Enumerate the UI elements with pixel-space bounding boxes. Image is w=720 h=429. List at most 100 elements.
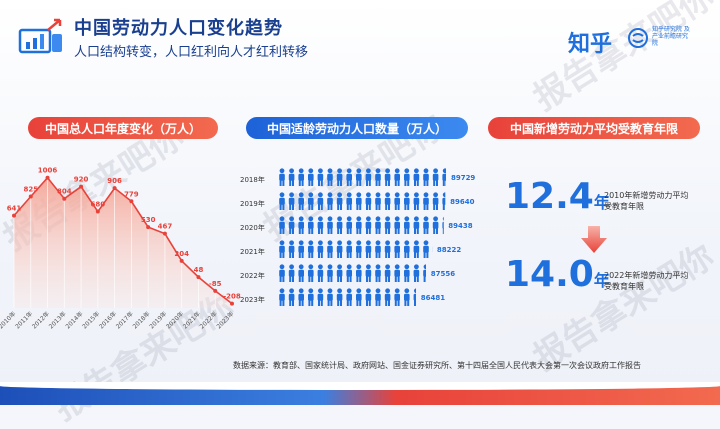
- brand-logo-icon: [628, 28, 648, 48]
- person-icon: [423, 264, 426, 282]
- data-point: [162, 231, 167, 236]
- tick-label: 2020年: [240, 223, 265, 232]
- person-icon: [298, 168, 304, 186]
- person-icon: [279, 264, 285, 282]
- person-icon: [298, 216, 304, 234]
- person-icon: [308, 216, 314, 234]
- education-note-2010: 2010年新增劳动力平均受教育年限: [604, 191, 689, 211]
- person-icon: [375, 216, 381, 234]
- person-icon: [423, 216, 429, 234]
- person-icon: [375, 168, 381, 186]
- brand-name: 知乎: [568, 32, 613, 57]
- data-label: 641: [7, 205, 22, 213]
- person-icon: [317, 168, 324, 186]
- person-icon: [394, 192, 400, 210]
- person-icon: [413, 168, 420, 186]
- person-icon: [394, 264, 400, 282]
- person-icon: [375, 264, 381, 282]
- person-icon: [327, 192, 333, 210]
- labor-force-chart: 2018年 89729 2019年 89640 2020年 89438 2021年 88222…: [240, 168, 475, 306]
- person-icon: [356, 240, 362, 258]
- person-icon: [442, 216, 444, 234]
- person-icon: [384, 168, 391, 186]
- person-icon: [308, 168, 314, 186]
- education-number-2022: 14.0: [505, 254, 594, 295]
- person-icon: [384, 240, 391, 258]
- person-icon: [413, 288, 417, 306]
- chart-logo-icon: [18, 18, 62, 54]
- tick-label: 2023年: [215, 310, 236, 330]
- person-icon: [413, 192, 420, 210]
- person-icon: [298, 192, 304, 210]
- person-icon: [346, 168, 352, 186]
- data-label: 467: [158, 223, 173, 231]
- footer-bar: [0, 386, 720, 405]
- person-icon: [346, 240, 352, 258]
- person-icon: [384, 288, 391, 306]
- data-label: 48: [194, 266, 204, 274]
- person-icon: [317, 264, 324, 282]
- person-icon: [442, 168, 446, 186]
- education-unit-2010: 年: [593, 193, 610, 212]
- person-icon: [346, 264, 352, 282]
- series-line: [13, 176, 233, 305]
- person-icon: [404, 192, 410, 210]
- data-label: 680: [91, 201, 106, 209]
- person-icon: [413, 264, 420, 282]
- section-title-education-years: 中国新增劳动力平均受教育年限: [488, 117, 700, 139]
- person-icon: [432, 192, 439, 210]
- data-label: 86481: [421, 294, 445, 302]
- data-label: 89640: [450, 198, 474, 206]
- person-icon: [423, 192, 429, 210]
- person-icon: [288, 240, 295, 258]
- data-label: 920: [74, 176, 89, 184]
- person-icon: [336, 240, 343, 258]
- tick-label: 2018年: [240, 175, 265, 184]
- person-icon: [375, 288, 381, 306]
- person-icon: [327, 168, 333, 186]
- footer-curve: [0, 382, 720, 390]
- person-icon: [298, 288, 304, 306]
- person-icon: [298, 240, 304, 258]
- person-icon: [432, 168, 439, 186]
- person-icon: [356, 288, 362, 306]
- data-point: [95, 209, 100, 214]
- person-icon: [346, 288, 352, 306]
- person-icon: [423, 240, 429, 258]
- person-icon: [308, 192, 314, 210]
- tick-label: 2021年: [240, 247, 265, 256]
- person-icon: [288, 264, 295, 282]
- person-icon: [404, 168, 410, 186]
- data-label: -208: [223, 293, 241, 301]
- person-icon: [404, 216, 410, 234]
- person-icon: [356, 168, 362, 186]
- area-fill: [14, 177, 232, 308]
- education-number-2010: 12.4: [505, 176, 594, 217]
- person-icon: [327, 216, 333, 234]
- education-value-2010: 12.4年: [505, 176, 610, 217]
- person-icon: [336, 216, 343, 234]
- person-icon: [365, 288, 372, 306]
- total-population-chart: 6412010年8252011年10062012年8042013年9202014…: [0, 167, 241, 330]
- data-point: [62, 196, 67, 201]
- person-icon: [365, 192, 372, 210]
- person-icon: [346, 216, 352, 234]
- person-icon: [384, 216, 391, 234]
- tick-label: 2019年: [240, 199, 265, 208]
- data-source: 数据来源：教育部、国家统计局、政府网站、国金证券研究所、第十四届全国人民代表大会…: [233, 361, 641, 370]
- data-label: 1006: [38, 167, 58, 175]
- person-icon: [404, 288, 410, 306]
- person-icon: [317, 192, 324, 210]
- person-icon: [279, 288, 285, 306]
- person-icon: [394, 168, 400, 186]
- person-icon: [423, 168, 429, 186]
- person-icon: [442, 192, 446, 210]
- person-icon: [279, 192, 285, 210]
- education-value-2022: 14.0年: [505, 254, 610, 295]
- person-icon: [327, 288, 333, 306]
- data-point: [112, 186, 117, 191]
- person-icon: [394, 288, 400, 306]
- person-icon: [279, 240, 285, 258]
- person-icon: [327, 264, 333, 282]
- person-icon: [356, 192, 362, 210]
